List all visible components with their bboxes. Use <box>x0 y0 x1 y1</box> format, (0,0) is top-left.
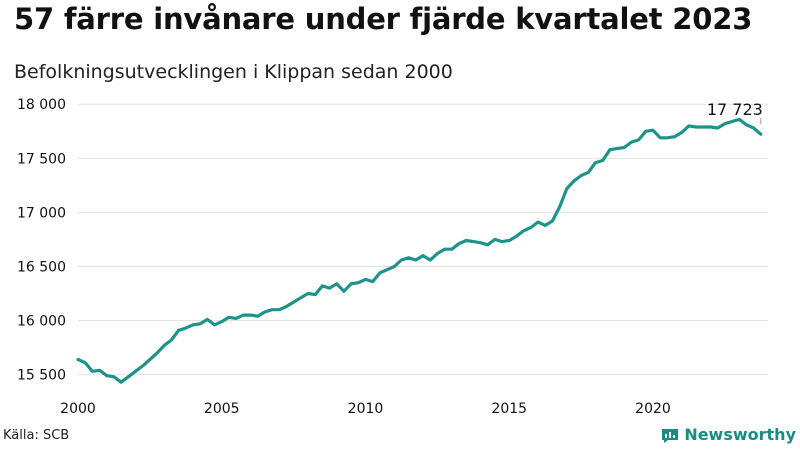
y-tick-label: 17 000 <box>17 205 66 221</box>
x-tick-label: 2020 <box>635 401 671 417</box>
source-label: Källa: SCB <box>3 428 70 443</box>
annotation-layer: 17 723 <box>707 100 763 125</box>
x-axis-ticks: 2000 2005 2010 2015 2020 <box>60 401 671 417</box>
y-tick-label: 15 500 <box>17 368 66 384</box>
y-tick-label: 18 000 <box>17 97 66 113</box>
annotation-label: 17 723 <box>707 100 763 119</box>
x-tick-label: 2005 <box>204 401 240 417</box>
y-tick-label: 17 500 <box>17 151 66 167</box>
y-tick-label: 16 000 <box>17 314 66 330</box>
x-tick-label: 2000 <box>60 401 96 417</box>
grid-lines <box>78 103 768 376</box>
y-tick-label: 16 500 <box>17 259 66 275</box>
y-axis-ticks: 15 500 16 000 16 500 17 000 17 500 18 000 <box>17 97 66 383</box>
x-tick-label: 2010 <box>348 401 384 417</box>
series-layer <box>76 117 763 384</box>
series-line-befolkning <box>76 117 763 384</box>
chart-title: 57 färre invånare under fjärde kvartalet… <box>14 2 753 36</box>
chart-subtitle: Befolkningsutvecklingen i Klippan sedan … <box>14 61 453 83</box>
x-tick-label: 2015 <box>491 401 527 417</box>
newsworthy-logo-icon <box>662 428 679 443</box>
brand-name: Newsworthy <box>684 425 796 444</box>
brand-logo: Newsworthy <box>661 425 796 444</box>
